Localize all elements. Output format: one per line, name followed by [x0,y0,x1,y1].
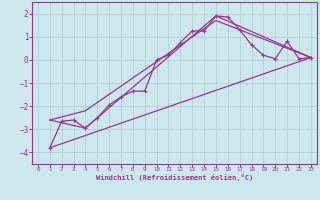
X-axis label: Windchill (Refroidissement éolien,°C): Windchill (Refroidissement éolien,°C) [96,174,253,181]
